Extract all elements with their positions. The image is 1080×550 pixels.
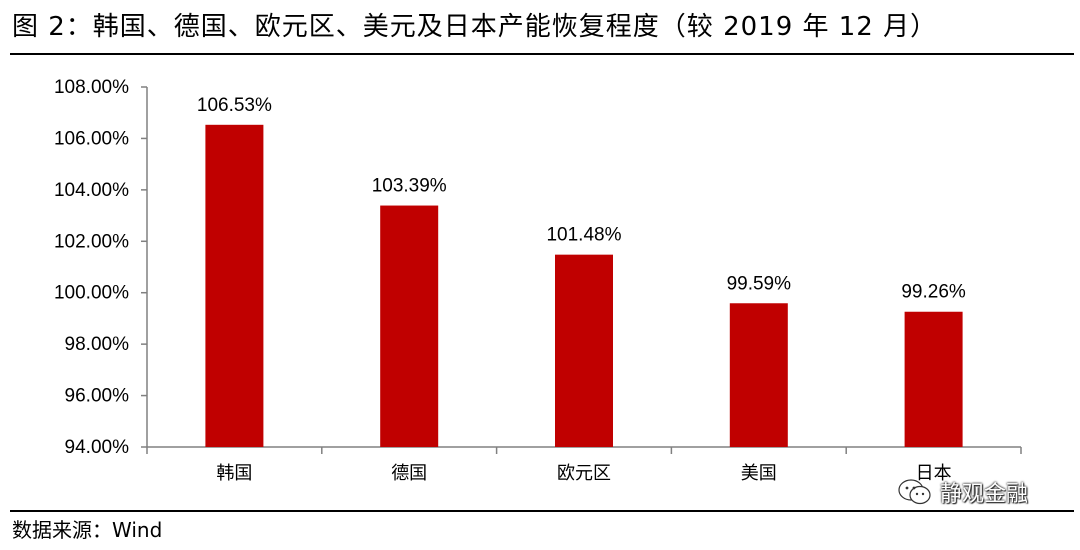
y-tick-label: 100.00% <box>54 283 129 304</box>
y-tick-label: 106.00% <box>54 128 129 149</box>
watermark-text: 静观金融 <box>940 482 1029 507</box>
figure-title: 图 2：韩国、德国、欧元区、美元及日本产能恢复程度（较 2019 年 12 月） <box>12 12 938 42</box>
wechat-icon <box>898 479 931 505</box>
x-category-label: 美国 <box>741 463 777 483</box>
bar-chart: 94.00% 96.00% 98.00% 100.00% 102.00% 104.00% 1… <box>54 77 1022 483</box>
bar <box>555 254 613 447</box>
x-category-label: 日本 <box>916 463 952 483</box>
source-note: 数据来源：Wind <box>12 518 163 542</box>
y-tick-label: 96.00% <box>65 386 130 407</box>
y-tick-label: 108.00% <box>54 77 129 98</box>
y-tick-label: 94.00% <box>65 437 130 458</box>
y-tick-label: 104.00% <box>54 180 129 201</box>
watermark: 静观金融 <box>898 476 1028 508</box>
title-rule <box>10 53 1074 55</box>
bars <box>205 124 963 448</box>
data-label: 101.48% <box>546 225 621 246</box>
data-labels: 106.53% 103.39% 101.48% 99.59% 99.26% <box>197 95 966 303</box>
bar <box>380 205 439 447</box>
bar <box>729 303 788 447</box>
data-label: 103.39% <box>372 176 447 197</box>
data-label: 99.59% <box>727 273 792 294</box>
x-category-label: 韩国 <box>216 463 252 483</box>
bar <box>904 311 963 447</box>
x-category-label: 德国 <box>391 463 427 483</box>
y-axis: 94.00% 96.00% 98.00% 100.00% 102.00% 104.00% 1… <box>54 77 148 458</box>
source-rule <box>10 510 1074 512</box>
x-axis: 韩国 德国 欧元区 美国 日本 <box>146 446 1022 483</box>
bar <box>205 124 264 448</box>
y-tick-label: 102.00% <box>54 231 129 252</box>
data-label: 99.26% <box>901 282 966 303</box>
data-label: 106.53% <box>197 95 272 116</box>
y-tick-label: 98.00% <box>65 334 130 355</box>
x-category-label: 欧元区 <box>557 463 611 483</box>
